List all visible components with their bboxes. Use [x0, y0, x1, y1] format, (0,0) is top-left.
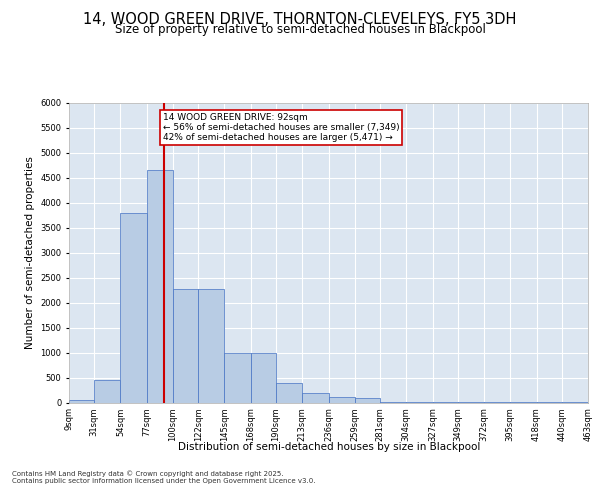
Bar: [251, 352, 276, 403]
Bar: [121, 212, 147, 402]
Text: 14, WOOD GREEN DRIVE, THORNTON-CLEVELEYS, FY5 3DH: 14, WOOD GREEN DRIVE, THORNTON-CLEVELEYS…: [83, 12, 517, 28]
Text: 14 WOOD GREEN DRIVE: 92sqm
← 56% of semi-detached houses are smaller (7,349)
42%: 14 WOOD GREEN DRIVE: 92sqm ← 56% of semi…: [163, 112, 400, 142]
Bar: [69, 400, 94, 402]
Bar: [355, 398, 380, 402]
Bar: [329, 397, 355, 402]
Bar: [94, 380, 121, 402]
Y-axis label: Number of semi-detached properties: Number of semi-detached properties: [25, 156, 35, 349]
Text: Distribution of semi-detached houses by size in Blackpool: Distribution of semi-detached houses by …: [178, 442, 480, 452]
Bar: [224, 352, 251, 403]
Text: Size of property relative to semi-detached houses in Blackpool: Size of property relative to semi-detach…: [115, 22, 485, 36]
Text: Contains HM Land Registry data © Crown copyright and database right 2025.
Contai: Contains HM Land Registry data © Crown c…: [12, 470, 316, 484]
Bar: [276, 382, 302, 402]
Bar: [173, 288, 198, 403]
Bar: [198, 288, 224, 403]
Bar: [147, 170, 173, 402]
Bar: [302, 392, 329, 402]
